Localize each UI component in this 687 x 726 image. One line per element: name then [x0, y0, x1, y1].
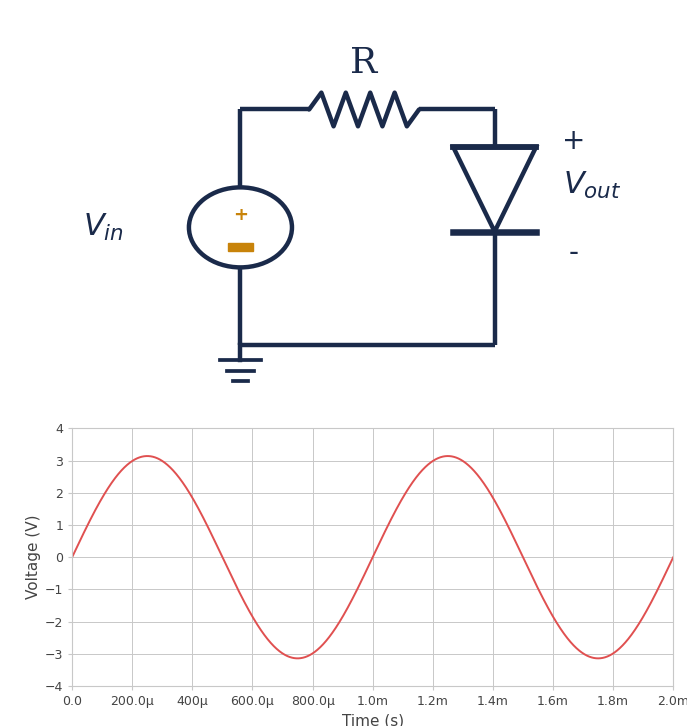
- Text: +: +: [233, 205, 248, 224]
- Text: $V_{in}$: $V_{in}$: [82, 212, 124, 243]
- X-axis label: Time (s): Time (s): [341, 714, 404, 726]
- FancyBboxPatch shape: [228, 243, 253, 250]
- Text: R: R: [350, 46, 378, 80]
- Text: -: -: [569, 239, 578, 266]
- Y-axis label: Voltage (V): Voltage (V): [25, 515, 41, 600]
- Text: +: +: [562, 127, 585, 155]
- Text: $V_{out}$: $V_{out}$: [563, 170, 622, 201]
